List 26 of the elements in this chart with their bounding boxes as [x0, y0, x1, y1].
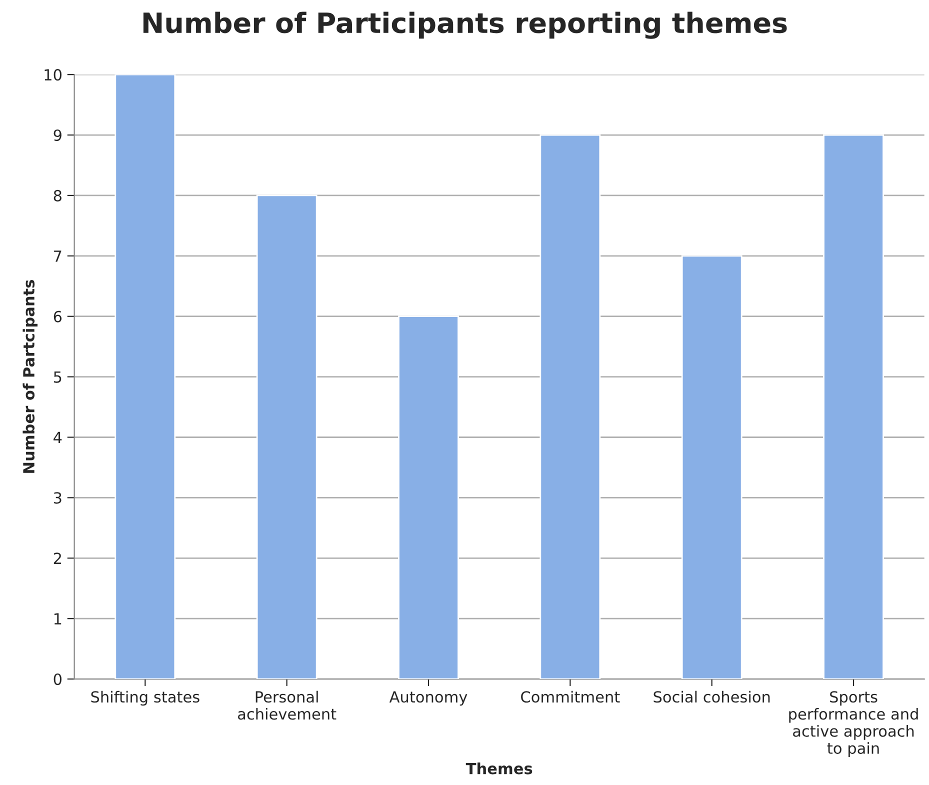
bar	[823, 134, 884, 680]
y-tick-label: 4	[54, 432, 62, 444]
bar	[398, 316, 459, 680]
x-tick-label: Sports performance and active approach to pain	[789, 691, 918, 757]
y-tick-label: 7	[54, 250, 62, 262]
y-tick-label: 3	[54, 492, 62, 504]
bar	[681, 255, 742, 680]
y-axis-title: Number of Partcipants	[22, 280, 38, 473]
y-tick-label: 6	[54, 310, 62, 322]
x-tick-label: Personal achievement	[238, 690, 336, 720]
x-axis-title: Themes	[466, 762, 532, 774]
chart-title: Number of Participants reporting themes	[143, 12, 787, 39]
y-tick-label: 0	[54, 673, 62, 686]
bar	[114, 74, 176, 680]
y-tick-label: 1	[54, 613, 62, 624]
x-tick-label: Social cohesion	[654, 690, 770, 703]
x-tick-label: Autonomy	[389, 691, 468, 706]
x-tick-label: Shifting states	[91, 690, 200, 706]
bar	[256, 194, 318, 680]
bar	[540, 134, 601, 680]
x-tick-label: Commitment	[521, 690, 620, 703]
y-tick-label: 5	[54, 371, 62, 383]
y-tick-label: 9	[54, 129, 62, 142]
y-tick-label: 8	[54, 190, 62, 202]
y-tick-label: 10	[44, 69, 62, 81]
y-tick-label: 2	[54, 552, 61, 564]
